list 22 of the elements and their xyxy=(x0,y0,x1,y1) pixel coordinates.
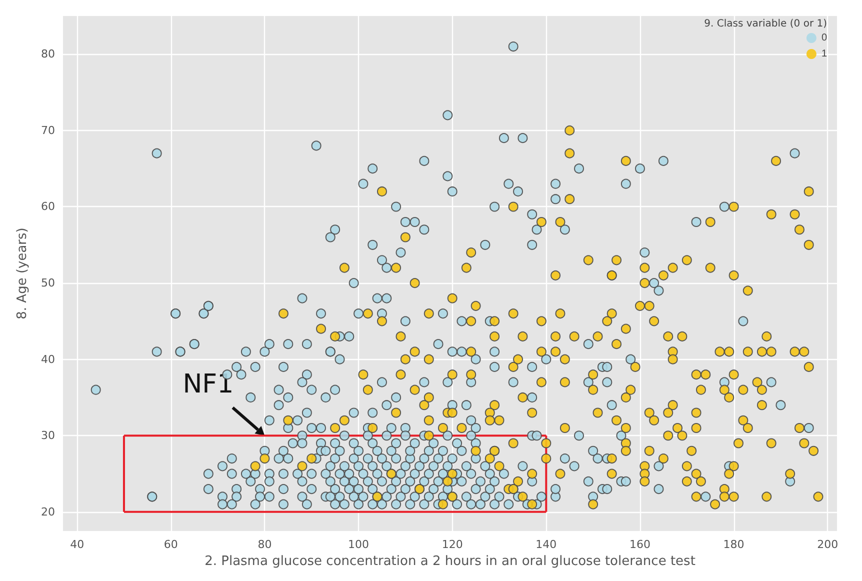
legend-label: 1 xyxy=(821,48,828,60)
legend-label: 0 xyxy=(821,32,828,44)
y-tick-label: 50 xyxy=(41,276,55,290)
x-tick-label: 200 xyxy=(817,538,838,551)
annotation: NF1 xyxy=(182,370,234,400)
y-tick-label: 70 xyxy=(41,124,55,137)
x-tick-label: 80 xyxy=(258,538,272,551)
x-axis-title: 2. Plasma glucose concentration a 2 hours in an oral glucose tolerance test xyxy=(204,554,696,569)
y-tick-label: 20 xyxy=(41,505,55,518)
x-tick-label: 140 xyxy=(536,538,557,551)
y-tick-label: 60 xyxy=(41,200,55,214)
x-tick-label: 40 xyxy=(70,538,84,551)
x-tick-label: 160 xyxy=(629,538,650,551)
legend-title: 9. Class variable (0 or 1) xyxy=(704,18,828,30)
y-axis-title: 8. Age (years) xyxy=(15,228,30,320)
y-tick-label: 80 xyxy=(41,48,55,61)
y-tick-label: 30 xyxy=(41,429,55,442)
x-tick-label: 120 xyxy=(442,538,463,551)
x-tick-label: 100 xyxy=(348,538,370,551)
y-tick-label: 40 xyxy=(41,352,55,366)
x-tick-label: 60 xyxy=(164,538,178,551)
x-tick-label: 180 xyxy=(723,538,744,551)
